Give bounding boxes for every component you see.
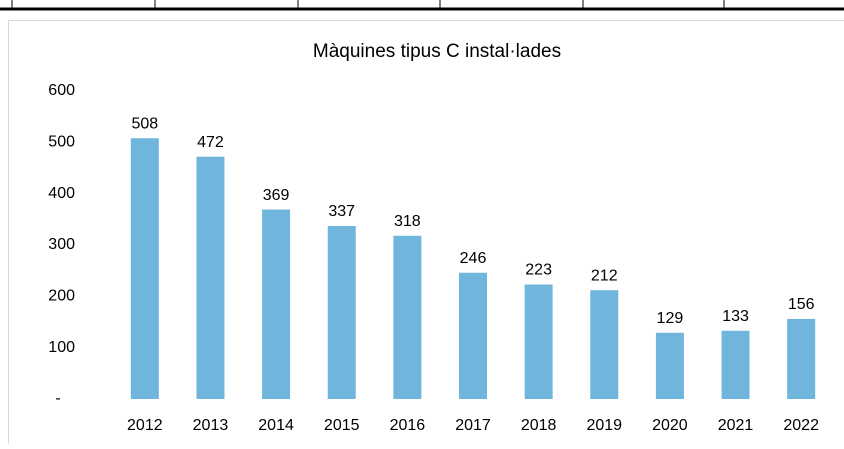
data-label: 369 <box>263 187 290 204</box>
bar <box>393 236 421 399</box>
data-label: 472 <box>197 134 224 151</box>
y-tick-label: 100 <box>48 339 75 356</box>
data-label: 246 <box>460 250 487 267</box>
x-tick-label: 2022 <box>783 417 819 434</box>
data-label: 129 <box>657 310 684 327</box>
x-tick-label: 2019 <box>586 417 622 434</box>
y-tick-label: 300 <box>48 236 75 253</box>
data-label: 212 <box>591 267 618 284</box>
x-tick-label: 2016 <box>390 417 426 434</box>
y-tick-label: 200 <box>48 288 75 305</box>
data-label: 508 <box>131 115 158 132</box>
y-tick-label: - <box>55 390 60 407</box>
bar <box>262 210 290 399</box>
bar <box>196 157 224 399</box>
data-label: 318 <box>394 213 421 230</box>
x-tick-label: 2014 <box>258 417 294 434</box>
y-tick-label: 500 <box>48 134 75 151</box>
x-tick-label: 2012 <box>127 417 163 434</box>
bar <box>328 226 356 399</box>
x-tick-label: 2020 <box>652 417 688 434</box>
data-label: 337 <box>328 203 355 220</box>
data-label: 223 <box>525 262 552 279</box>
bar <box>787 319 815 399</box>
bar <box>722 331 750 399</box>
x-tick-label: 2015 <box>324 417 360 434</box>
bar <box>459 273 487 399</box>
x-tick-label: 2017 <box>455 417 491 434</box>
chart-title: Màquines tipus C instal·lades <box>313 41 561 62</box>
x-tick-label: 2021 <box>718 417 754 434</box>
x-tick-label: 2013 <box>193 417 229 434</box>
y-tick-label: 400 <box>48 185 75 202</box>
spreadsheet-strip <box>0 0 844 9</box>
data-label: 156 <box>788 296 815 313</box>
bar <box>131 138 159 399</box>
x-tick-label: 2018 <box>521 417 557 434</box>
y-tick-label: 600 <box>48 82 75 99</box>
bar <box>525 285 553 399</box>
bar <box>656 333 684 399</box>
bar <box>590 290 618 399</box>
data-label: 133 <box>722 308 749 325</box>
